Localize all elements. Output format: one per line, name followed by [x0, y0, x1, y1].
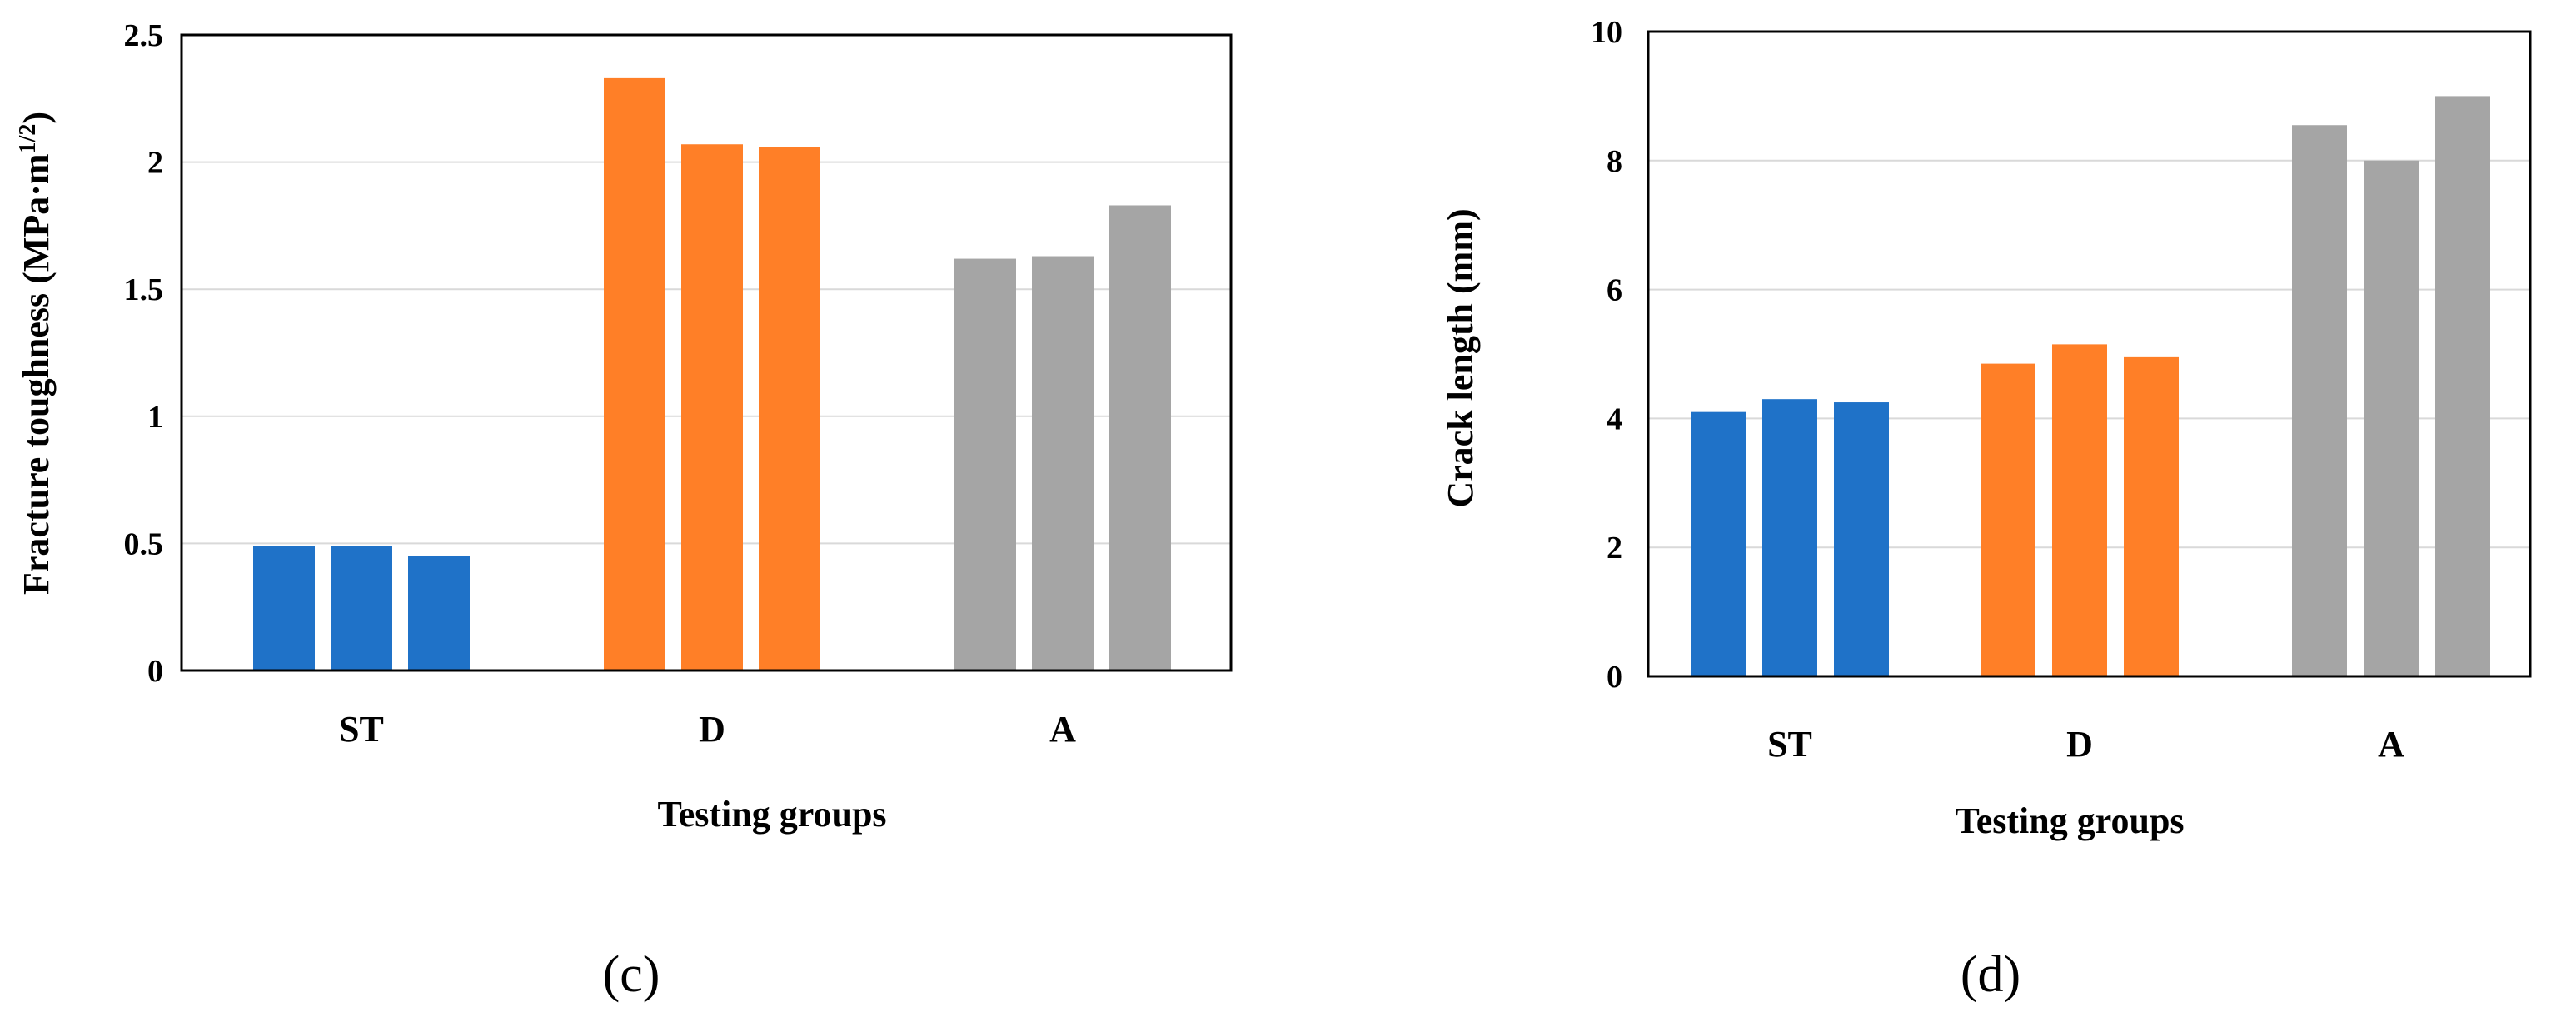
y-tick-label: 2: [1607, 531, 1622, 566]
bar-a-3: [1109, 205, 1171, 671]
bars-c: [253, 77, 1171, 671]
y-tick-label: 1: [147, 400, 163, 435]
x-category-labels-c: ST D A: [339, 709, 1076, 750]
panel-label-c: (c): [603, 946, 660, 1003]
bar-a-1: [2292, 125, 2347, 677]
x-category-label: A: [1049, 709, 1076, 750]
x-axis-label-d: Testing groups: [1955, 800, 2184, 841]
bar-a-3: [2435, 96, 2490, 676]
x-category-labels-d: ST D A: [1767, 724, 2404, 765]
y-tick-label: 0: [1607, 660, 1622, 695]
x-category-label: D: [699, 709, 725, 750]
bar-st-2: [1762, 399, 1817, 676]
bar-d-2: [2052, 344, 2107, 676]
bars-d: [1691, 96, 2490, 677]
y-tick-label: 4: [1607, 401, 1622, 436]
plot-frame-c: [180, 33, 1233, 672]
y-tick-labels-d: 0 2 4 6 8 10: [1591, 15, 1622, 695]
bar-a-2: [1032, 256, 1094, 671]
y-tick-label: 2: [147, 146, 163, 181]
bar-a-2: [2364, 160, 2419, 677]
plot-frame-d: [1647, 30, 2532, 678]
x-axis-label-c: Testing groups: [657, 794, 886, 835]
bar-st-1: [1691, 411, 1746, 676]
x-category-label: A: [2378, 724, 2404, 765]
y-tick-label: 1.5: [124, 272, 164, 307]
y-axis-label-d-main: Crack length (mm): [1440, 208, 1481, 507]
y-tick-label: 10: [1591, 15, 1622, 50]
y-axis-label-d: Crack length (mm): [1440, 208, 1481, 507]
y-axis-label-c: Fracture toughness (MPa·m1/2): [15, 112, 57, 595]
y-axis-label-c-close: ): [16, 112, 57, 124]
x-category-label: ST: [1767, 724, 1812, 765]
bar-d-1: [1981, 363, 2035, 676]
bar-d-1: [604, 77, 665, 671]
y-axis-label-c-sup: 1/2: [15, 124, 41, 154]
y-tick-labels-c: 0 0.5 1 1.5 2 2.5: [124, 18, 164, 689]
panel-label-d: (d): [1961, 946, 2020, 1003]
y-tick-label: 8: [1607, 144, 1622, 179]
y-tick-label: 0.5: [124, 526, 164, 561]
bar-st-1: [253, 546, 315, 671]
bar-d-2: [681, 144, 743, 671]
y-axis-label-c-main: Fracture toughness (MPa·m: [16, 153, 57, 595]
y-tick-label: 6: [1607, 273, 1622, 308]
bar-a-1: [954, 258, 1016, 671]
y-tick-label: 0: [147, 654, 163, 689]
bar-d-3: [2124, 356, 2179, 676]
chart-panel-c: 0 0.5 1 1.5 2 2.5 ST D A Testing groups Fractur…: [15, 18, 1233, 1003]
bar-st-3: [408, 556, 470, 671]
bar-st-2: [331, 546, 392, 671]
x-category-label: D: [2066, 724, 2093, 765]
bar-st-3: [1834, 402, 1889, 676]
chart-panel-d: 0 2 4 6 8 10 ST D A Testing groups Crack length…: [1440, 15, 2532, 1003]
bar-d-3: [759, 147, 820, 671]
x-category-label: ST: [339, 709, 384, 750]
y-tick-label: 2.5: [124, 18, 164, 53]
